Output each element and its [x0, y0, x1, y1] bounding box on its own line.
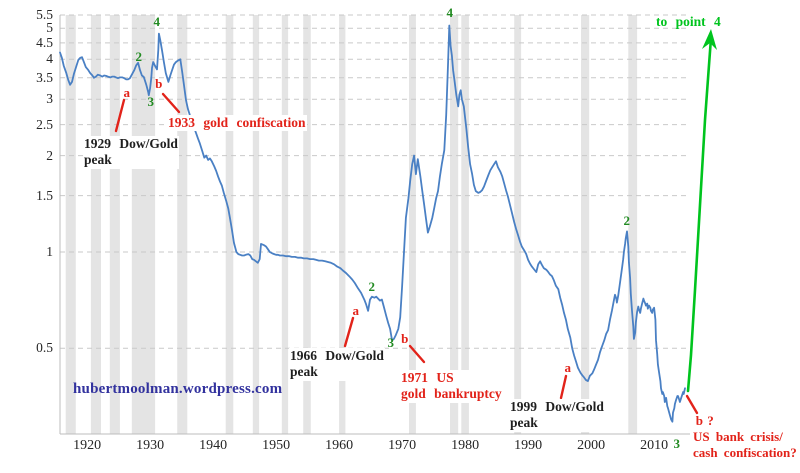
annotation-bank-crisis: US bank crisis/cash confiscation? — [692, 429, 798, 461]
x-tick-label: 1990 — [514, 438, 543, 453]
y-tick-label: 3 — [46, 91, 53, 107]
recession-band — [177, 15, 188, 434]
recession-band — [461, 15, 469, 434]
annotation-pointer — [161, 92, 181, 114]
x-tick-label: 1960 — [325, 438, 354, 453]
x-tick-label: 2000 — [577, 438, 606, 453]
annotation-pointer — [408, 344, 426, 364]
recession-band — [339, 15, 346, 434]
recession-band — [409, 15, 416, 434]
recession-band — [628, 15, 638, 434]
wave-label-2: 2 — [135, 49, 143, 64]
wave-label-2: 2 — [623, 213, 631, 228]
recession-band — [303, 15, 311, 434]
recession-band — [514, 15, 522, 434]
recession-band — [581, 15, 590, 434]
y-tick-label: 2.5 — [36, 116, 53, 132]
wave-label-4: 4 — [153, 14, 161, 29]
projection-arrowhead — [702, 29, 717, 50]
x-tick-label: 1940 — [199, 438, 228, 453]
y-tick-label: 2 — [46, 147, 53, 163]
recession-band — [450, 15, 459, 434]
y-tick-label: 1.5 — [36, 187, 53, 203]
x-tick-label: 1980 — [451, 438, 480, 453]
y-tick-label: 4 — [46, 51, 53, 67]
y-tick-label: 3.5 — [36, 69, 53, 85]
watermark-link: hubertmoolman.wordpress.com — [73, 381, 283, 397]
x-tick-label: 1920 — [73, 438, 102, 453]
annotation-bankruptcy-1971: 1971 US gold bankruptcy — [400, 370, 503, 403]
annotation-pointer — [114, 98, 126, 133]
x-tick-label: 2010 — [640, 438, 669, 453]
wave-label-a: a — [564, 360, 572, 375]
y-tick-label: 5.5 — [36, 7, 53, 22]
recession-band — [252, 15, 260, 434]
projection-arrow — [686, 36, 713, 393]
annotation-peak-1929: 1929 Dow/Gold peak — [83, 136, 179, 169]
annotation-peak-1999: 1999 Dow/Gold peak — [509, 399, 605, 432]
recession-band — [90, 15, 101, 434]
x-tick-label: 1930 — [136, 438, 165, 453]
recession-band — [109, 15, 120, 434]
annotation-pointer — [559, 374, 568, 400]
recession-band — [65, 15, 76, 434]
annotation-confiscation-1933: 1933 gold confiscation — [167, 115, 307, 132]
annotation-pointer — [685, 394, 699, 415]
y-tick-label: 1 — [46, 243, 53, 259]
wave-label-a: a — [123, 85, 131, 100]
recession-band — [281, 15, 289, 434]
annotation-to-point-4: to point 4 — [656, 14, 721, 29]
annotation-pointer — [343, 316, 355, 348]
wave-label-4: 4 — [446, 5, 454, 20]
x-tick-label: 1970 — [388, 438, 417, 453]
y-tick-label: 5 — [46, 20, 53, 36]
recession-band — [225, 15, 234, 434]
wave-label-b: b ? — [695, 413, 715, 428]
annotation-peak-1966: 1966 Dow/Gold peak — [289, 348, 385, 381]
wave-label-2: 2 — [368, 279, 376, 294]
y-tick-label: 4.5 — [36, 34, 53, 50]
wave-label-a: a — [352, 303, 360, 318]
price-line — [59, 24, 686, 423]
wave-label-3: 3 — [673, 436, 681, 451]
wave-label-b: b — [155, 76, 163, 91]
recession-band — [131, 15, 156, 434]
wave-label-b: b — [401, 331, 409, 346]
wave-label-3: 3 — [147, 94, 155, 109]
x-tick-label: 1950 — [262, 438, 291, 453]
wave-label-3: 3 — [387, 335, 395, 350]
y-tick-label: 0.5 — [36, 340, 53, 356]
